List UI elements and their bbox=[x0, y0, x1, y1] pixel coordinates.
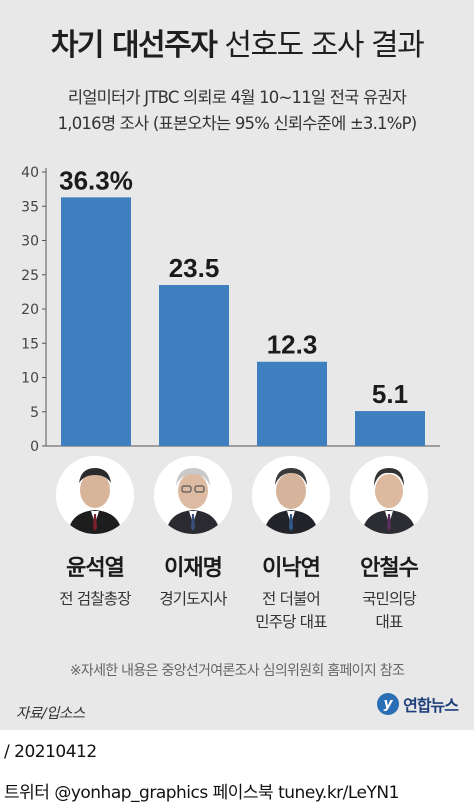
y-tick-label: 5 bbox=[30, 405, 39, 421]
data-label: 36.3% bbox=[59, 165, 133, 195]
candidate-list: 윤석열 전 검찰총장 이재명 경기도지사 이낙연 전 더불어 민주당 대표 bbox=[0, 452, 474, 652]
bar bbox=[159, 285, 229, 446]
role-line: 전 검찰총장 bbox=[59, 590, 131, 608]
y-tick-label: 20 bbox=[21, 302, 39, 318]
social-links: 트위터 @yonhap_graphics 페이스북 tuney.kr/LeYN1 bbox=[4, 783, 399, 803]
candidate-role: 국민의당 대표 bbox=[334, 588, 444, 634]
candidate-name: 윤석열 bbox=[66, 556, 125, 581]
infographic-panel: 차기 대선주자 선호도 조사 결과 리얼미터가 JTBC 의뢰로 4월 10~1… bbox=[0, 0, 474, 730]
yonhap-logo-icon: y bbox=[377, 693, 400, 715]
y-tick-label: 15 bbox=[21, 336, 39, 352]
portrait-photo bbox=[56, 456, 134, 534]
role-line: 국민의당 bbox=[362, 590, 417, 608]
candidate-card: 이재명 경기도지사 bbox=[138, 452, 248, 611]
source-label: 자료/입소스 bbox=[16, 706, 85, 722]
candidate-role: 전 더불어 민주당 대표 bbox=[236, 588, 346, 634]
y-tick-label: 25 bbox=[21, 268, 39, 284]
y-tick-label: 40 bbox=[21, 165, 39, 181]
title-bold: 차기 대선주자 bbox=[50, 28, 218, 63]
candidate-card: 윤석열 전 검찰총장 bbox=[40, 452, 150, 611]
title-light: 선호도 조사 결과 bbox=[224, 28, 424, 63]
candidate-name: 이재명 bbox=[164, 556, 223, 581]
y-tick-label: 10 bbox=[21, 371, 39, 387]
role-line: 전 더불어 bbox=[262, 590, 321, 608]
candidate-name: 이낙연 bbox=[262, 556, 321, 581]
y-tick-label: 35 bbox=[21, 199, 39, 215]
candidate-name: 안철수 bbox=[360, 556, 419, 581]
publish-date: / 20210412 bbox=[4, 742, 97, 762]
portrait-photo bbox=[154, 456, 232, 534]
bar bbox=[61, 197, 131, 446]
candidate-card: 안철수 국민의당 대표 bbox=[334, 452, 444, 634]
data-label: 5.1 bbox=[372, 379, 408, 409]
footnote: ※자세한 내용은 중앙선거여론조사 심의위원회 홈페이지 참조 bbox=[69, 663, 405, 679]
logo-text: 연합뉴스 bbox=[403, 696, 459, 715]
chart-title: 차기 대선주자 선호도 조사 결과 bbox=[0, 20, 474, 64]
yonhap-logo: y 연합뉴스 bbox=[377, 692, 459, 716]
subtitle-line-2: 1,016명 조사 (표본오차는 95% 신뢰수준에 ±3.1%P) bbox=[57, 114, 418, 133]
y-tick-label: 0 bbox=[30, 439, 39, 452]
role-line: 경기도지사 bbox=[159, 590, 227, 608]
role-line: 대표 bbox=[375, 613, 404, 631]
portrait-photo bbox=[252, 456, 330, 534]
candidate-card: 이낙연 전 더불어 민주당 대표 bbox=[236, 452, 346, 634]
candidate-role: 경기도지사 bbox=[138, 588, 248, 611]
bar-chart: 0 5 10 15 20 25 30 35 40 36.3% 23.5 12.3 5.1 bbox=[21, 165, 440, 452]
role-line: 민주당 대표 bbox=[255, 613, 327, 631]
y-tick-label: 30 bbox=[21, 234, 39, 250]
data-label: 12.3 bbox=[267, 330, 318, 360]
candidate-role: 전 검찰총장 bbox=[40, 588, 150, 611]
bar bbox=[355, 411, 425, 446]
subtitle-line-1: 리얼미터가 JTBC 의뢰로 4월 10~11일 전국 유권자 bbox=[67, 88, 407, 107]
data-label: 23.5 bbox=[169, 253, 220, 283]
portrait-photo bbox=[350, 456, 428, 534]
bar bbox=[257, 361, 327, 446]
